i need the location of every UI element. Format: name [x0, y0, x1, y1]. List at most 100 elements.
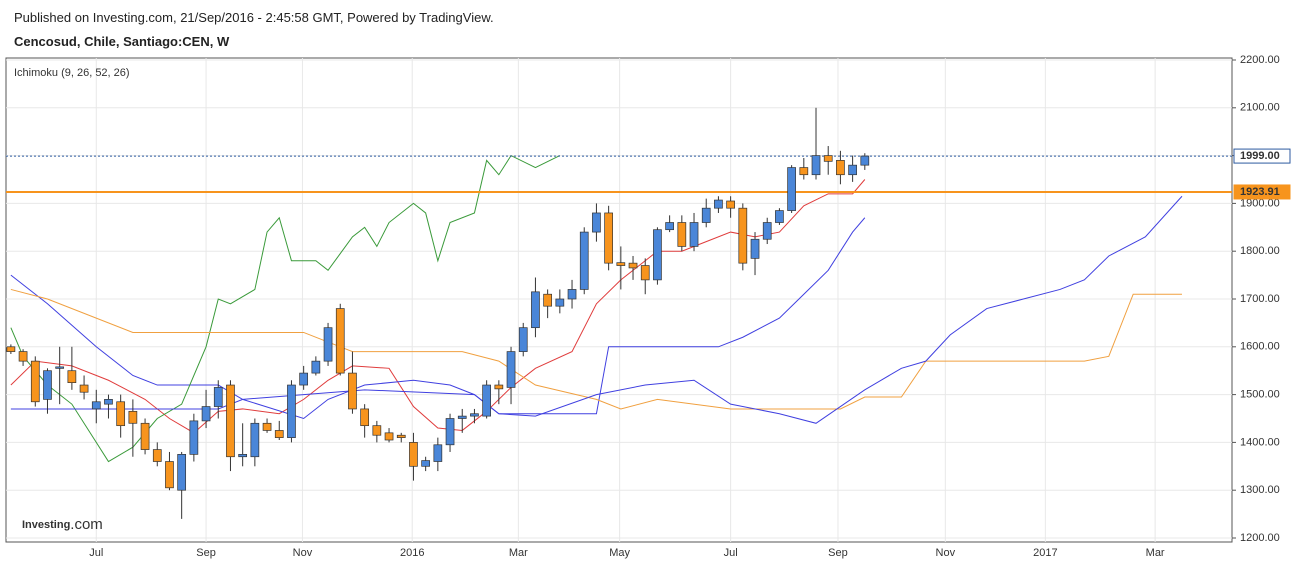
candle-body [30, 360, 40, 403]
candle-body [262, 422, 272, 431]
candle-body [592, 212, 601, 233]
candle-body [311, 360, 321, 374]
x-tick-label: Sep [196, 547, 216, 559]
y-tick-label: 1200.00 [1240, 532, 1280, 544]
candle-body [226, 384, 235, 458]
candle-body [738, 207, 748, 264]
x-tick-label: Nov [936, 547, 956, 559]
candle-body [421, 460, 430, 467]
candle-body [140, 422, 150, 450]
candle-body [616, 262, 626, 266]
candle-body [701, 207, 711, 223]
candle-body [104, 399, 113, 405]
logo-suffix: .com [70, 516, 103, 533]
candle-body [55, 366, 65, 369]
y-tick-label: 1500.00 [1240, 389, 1280, 401]
candle-body [18, 351, 28, 362]
candle-body [360, 408, 370, 427]
candle-body [579, 231, 589, 290]
candle-body [6, 346, 16, 352]
candle-body [274, 430, 284, 438]
candle-body [604, 212, 613, 264]
x-tick-label: Sep [828, 547, 848, 559]
plot-frame [5, 57, 1233, 543]
x-tick-label: May [609, 547, 630, 559]
candle-body [653, 229, 662, 281]
candle-body [726, 200, 735, 209]
candle-body [335, 308, 345, 374]
candle-body [677, 222, 687, 247]
price-label-box [1233, 148, 1291, 164]
candle-body [750, 238, 760, 259]
candle-body [79, 384, 89, 393]
candle-body [409, 442, 418, 467]
price-label: 1999.00 [1240, 150, 1280, 162]
candle-body [177, 454, 187, 491]
candle-body [116, 401, 126, 427]
candle-body [238, 454, 248, 458]
price-label: 1923.91 [1240, 186, 1280, 198]
candle-body [433, 444, 443, 462]
y-tick-label: 1300.00 [1240, 484, 1280, 496]
candle-body [152, 449, 162, 462]
candle-body [128, 410, 138, 424]
candle-body [348, 372, 357, 410]
candle-body [323, 327, 333, 362]
chart-title: Cencosud, Chile, Santiago:CEN, W [14, 34, 230, 49]
candle-body [250, 422, 260, 458]
y-tick-label: 2100.00 [1240, 102, 1280, 114]
x-tick-label: Jul [89, 547, 103, 559]
candle-body [567, 289, 577, 300]
x-tick-label: Mar [1146, 547, 1165, 559]
x-tick-label: 2016 [400, 547, 424, 559]
y-tick-label: 1800.00 [1240, 245, 1280, 257]
y-tick-label: 1900.00 [1240, 197, 1280, 209]
logo-main: Investing [22, 519, 70, 531]
candle-body [189, 420, 199, 455]
candle-body [372, 425, 382, 436]
indicator-line [10, 288, 1182, 410]
candle-body [665, 222, 674, 231]
candle-body [628, 262, 638, 269]
y-tick-label: 2200.00 [1240, 54, 1280, 66]
candle-body [543, 293, 552, 307]
y-tick-label: 1600.00 [1240, 341, 1280, 353]
x-tick-label: Jul [724, 547, 738, 559]
candle-body [201, 406, 211, 422]
logo: Investing.com [22, 516, 103, 533]
grid [6, 58, 1232, 542]
published-note: Published on Investing.com, 21/Sep/2016 … [14, 10, 494, 25]
candle-body [299, 372, 309, 386]
y-tick-label: 1700.00 [1240, 293, 1280, 305]
candle-body [165, 461, 174, 489]
candle-body [470, 413, 479, 417]
candle-body [799, 167, 809, 176]
candle-body [689, 222, 699, 247]
indicator-line [10, 154, 561, 463]
candle-body [482, 384, 491, 417]
y-tick-label: 1400.00 [1240, 436, 1280, 448]
price-label-box [1233, 184, 1291, 200]
candle-body [640, 265, 650, 281]
indicator-line [10, 217, 866, 420]
candle-body [494, 384, 504, 390]
x-tick-label: Nov [293, 547, 313, 559]
candle-body [445, 418, 455, 446]
candle-body [67, 370, 77, 384]
x-tick-label: Mar [509, 547, 528, 559]
candle-body [506, 351, 516, 388]
indicator-line [10, 195, 1183, 424]
candle-body [43, 370, 52, 400]
candle-body [91, 401, 101, 410]
candle-body [384, 432, 394, 441]
candle-body [213, 387, 223, 407]
candle-body [457, 415, 467, 419]
candle-body [762, 222, 772, 240]
indicator-label: Ichimoku (9, 26, 52, 26) [14, 67, 130, 79]
candle-body [836, 160, 845, 176]
candle-body [714, 199, 723, 209]
candle-body [775, 210, 784, 223]
candle-body [287, 384, 296, 438]
